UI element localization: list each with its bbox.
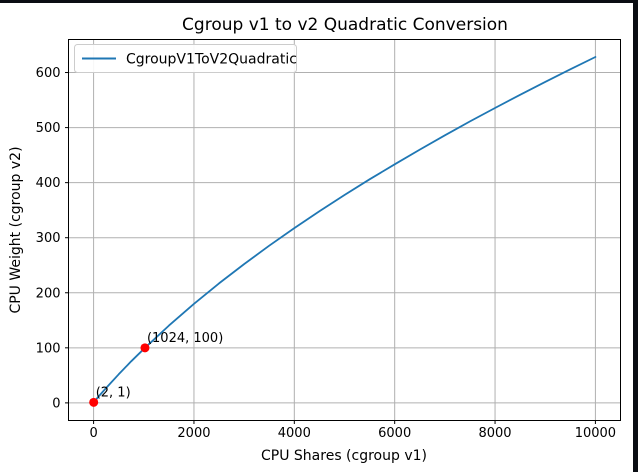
chart-title: Cgroup v1 to v2 Quadratic Conversion (182, 15, 508, 35)
axes-spines (68, 39, 621, 421)
data-point-markers (89, 343, 150, 407)
marker-annotation: (1024, 100) (147, 331, 223, 346)
marker-point (89, 397, 99, 407)
x-tick-label: 0 (89, 426, 97, 441)
point-annotations: (2, 1) (1024, 100) (96, 331, 224, 401)
window-right-border (633, 0, 638, 472)
x-tick-label: 2000 (177, 426, 210, 441)
y-tick-label: 0 (52, 396, 60, 411)
axis-ticks (65, 72, 596, 424)
y-axis-label: CPU Weight (cgroup v2) (8, 146, 24, 313)
axis-tick-labels: 0 2000 4000 6000 8000 10000 0 100 200 300 400 500 60… (36, 66, 616, 441)
x-tick-label: 4000 (278, 426, 311, 441)
marker-point (140, 343, 150, 353)
y-tick-label: 500 (36, 121, 61, 136)
window-top-border (0, 0, 638, 3)
legend-entry-label: CgroupV1ToV2Quadratic (126, 52, 297, 68)
legend-box (74, 44, 297, 73)
gridlines (68, 39, 621, 421)
y-tick-label: 200 (36, 286, 61, 301)
x-tick-label: 10000 (575, 426, 616, 441)
marker-annotation: (2, 1) (96, 385, 131, 400)
y-tick-label: 100 (36, 341, 61, 356)
y-tick-label: 300 (36, 231, 61, 246)
x-axis-label: CPU Shares (cgroup v1) (261, 448, 427, 464)
y-tick-label: 400 (36, 176, 61, 191)
series-lines (92, 56, 597, 404)
x-tick-label: 8000 (478, 426, 511, 441)
series-line (92, 56, 597, 404)
y-tick-label: 600 (36, 66, 61, 81)
x-tick-label: 6000 (378, 426, 411, 441)
legend: CgroupV1ToV2Quadratic (74, 44, 297, 73)
